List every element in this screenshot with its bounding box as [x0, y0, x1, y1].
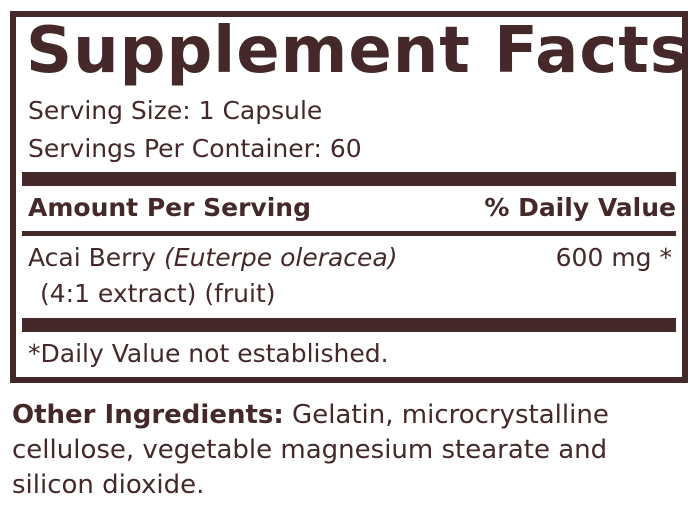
serving-size: Serving Size: 1 Capsule: [28, 96, 323, 125]
thick-divider: [22, 318, 676, 332]
other-ingredients: Other Ingredients: Gelatin, microcrystal…: [12, 400, 609, 430]
footnote: *Daily Value not established.: [28, 339, 389, 368]
other-ingredients-line2: cellulose, vegetable magnesium stearate …: [12, 435, 608, 465]
thin-divider: [22, 231, 676, 236]
ingredient-detail: (4:1 extract) (fruit): [40, 279, 276, 308]
servings-per-container: Servings Per Container: 60: [28, 134, 362, 163]
facts-panel: [10, 11, 688, 383]
dv-header: % Daily Value: [484, 193, 676, 222]
ingredient-name: Acai Berry (Euterpe oleracea): [28, 243, 398, 272]
other-ingredients-line3: silicon dioxide.: [12, 470, 205, 500]
ingredient-amount: 600 mg *: [555, 243, 672, 272]
amount-header: Amount Per Serving: [28, 193, 311, 222]
panel-title: Supplement Facts: [26, 14, 689, 88]
thick-divider: [22, 172, 676, 186]
